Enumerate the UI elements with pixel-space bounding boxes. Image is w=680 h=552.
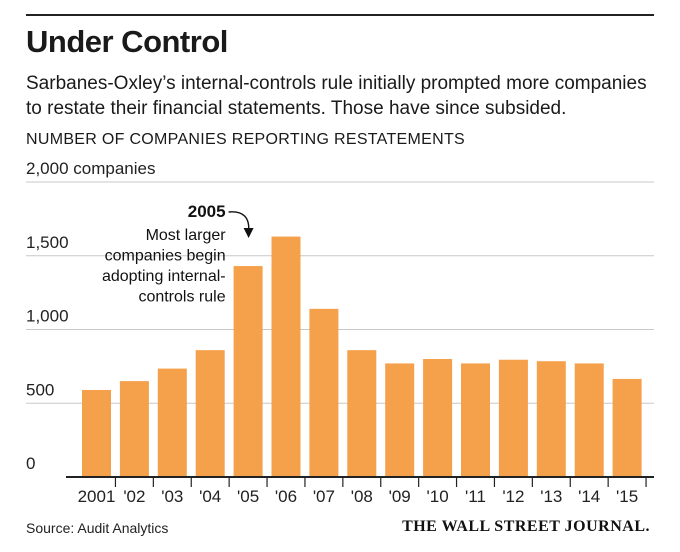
x-tick-label-2001: 2001 (78, 487, 116, 506)
bar-07 (309, 308, 339, 477)
bar-04 (195, 350, 225, 477)
x-tick-label-02: '02 (123, 487, 145, 506)
y-tick-label-0: 0 (26, 454, 35, 473)
y-tick-label-500: 500 (26, 380, 54, 399)
annotation-layer: 2005 Most larger companies begin adopting i… (102, 202, 254, 306)
bar-11 (461, 363, 490, 477)
chart-heading: NUMBER OF COMPANIES REPORTING RESTATEMEN… (26, 131, 466, 148)
x-tick-label-15: '15 (616, 487, 638, 506)
x-tick-label-04: '04 (199, 487, 221, 506)
bar-14 (574, 363, 604, 477)
bar-08 (347, 350, 377, 477)
y-tick-label-1000: 1,000 (26, 307, 69, 326)
chart-subtitle: Sarbanes-Oxley’s internal-controls rule … (26, 73, 647, 119)
x-tick-label-03: '03 (161, 487, 183, 506)
annotation-line-2: companies begin (105, 248, 226, 265)
top-rule (26, 14, 654, 16)
bar-03 (157, 368, 187, 477)
annotation-line-1: Most larger (146, 227, 227, 244)
x-tick-label-06: '06 (275, 487, 297, 506)
y-tick-label-2000: 2,000 companies (26, 159, 155, 178)
x-tick-label-07: '07 (313, 487, 335, 506)
x-tick-label-05: '05 (237, 487, 259, 506)
bar-09 (385, 363, 415, 477)
bar-12 (498, 359, 528, 477)
bar-2001 (82, 389, 111, 477)
annotation-arrowhead (243, 228, 254, 238)
annotation-line-3: adopting internal- (102, 268, 226, 285)
x-tick-label-12: '12 (502, 487, 524, 506)
axis-layer: 0 500 1,000 1,500 2,000 companies 2001 '02 '03 '… (26, 159, 654, 506)
bar-06 (271, 236, 301, 477)
x-tick-label-11: '11 (465, 487, 486, 506)
annotation-year: 2005 (188, 202, 226, 221)
publisher-logo: THE WALL STREET JOURNAL. (402, 518, 650, 535)
x-tick-label-09: '09 (389, 487, 411, 506)
bar-05 (233, 266, 263, 477)
source-note: Source: Audit Analytics (26, 520, 169, 536)
x-tick-label-08: '08 (351, 487, 373, 506)
bar-15 (612, 378, 642, 477)
bar-13 (536, 361, 566, 477)
annotation-line-4: controls rule (138, 289, 225, 306)
x-tick-label-13: '13 (540, 487, 562, 506)
x-tick-label-14: '14 (578, 487, 600, 506)
chart-title: Under Control (26, 24, 228, 59)
bar-10 (423, 359, 453, 477)
y-tick-label-1500: 1,500 (26, 233, 69, 252)
bar-02 (119, 381, 149, 477)
bar-layer (82, 236, 642, 477)
x-tick-label-10: '10 (427, 487, 449, 506)
